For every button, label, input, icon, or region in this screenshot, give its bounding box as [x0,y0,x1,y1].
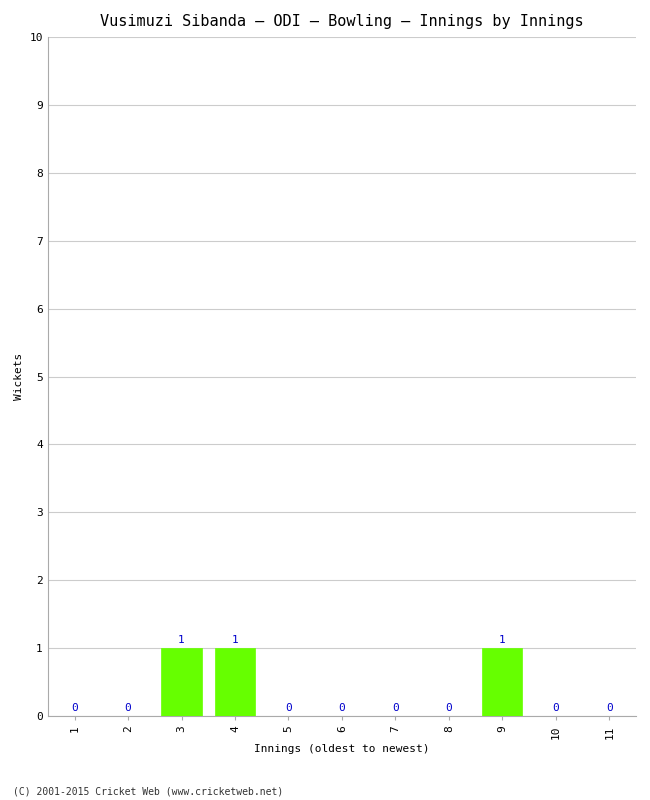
Title: Vusimuzi Sibanda – ODI – Bowling – Innings by Innings: Vusimuzi Sibanda – ODI – Bowling – Innin… [100,14,584,29]
Text: 1: 1 [499,634,506,645]
Text: 0: 0 [445,702,452,713]
Text: 1: 1 [231,634,239,645]
Text: 0: 0 [71,702,78,713]
Bar [161,648,202,716]
Text: 0: 0 [125,702,131,713]
Y-axis label: Wickets: Wickets [14,353,24,400]
Bar [215,648,255,716]
Text: 0: 0 [392,702,399,713]
Bar [482,648,523,716]
Text: 0: 0 [552,702,559,713]
Text: (C) 2001-2015 Cricket Web (www.cricketweb.net): (C) 2001-2015 Cricket Web (www.cricketwe… [13,786,283,796]
Text: 0: 0 [285,702,292,713]
Text: 0: 0 [606,702,613,713]
Text: 0: 0 [339,702,345,713]
X-axis label: Innings (oldest to newest): Innings (oldest to newest) [254,744,430,754]
Text: 1: 1 [178,634,185,645]
